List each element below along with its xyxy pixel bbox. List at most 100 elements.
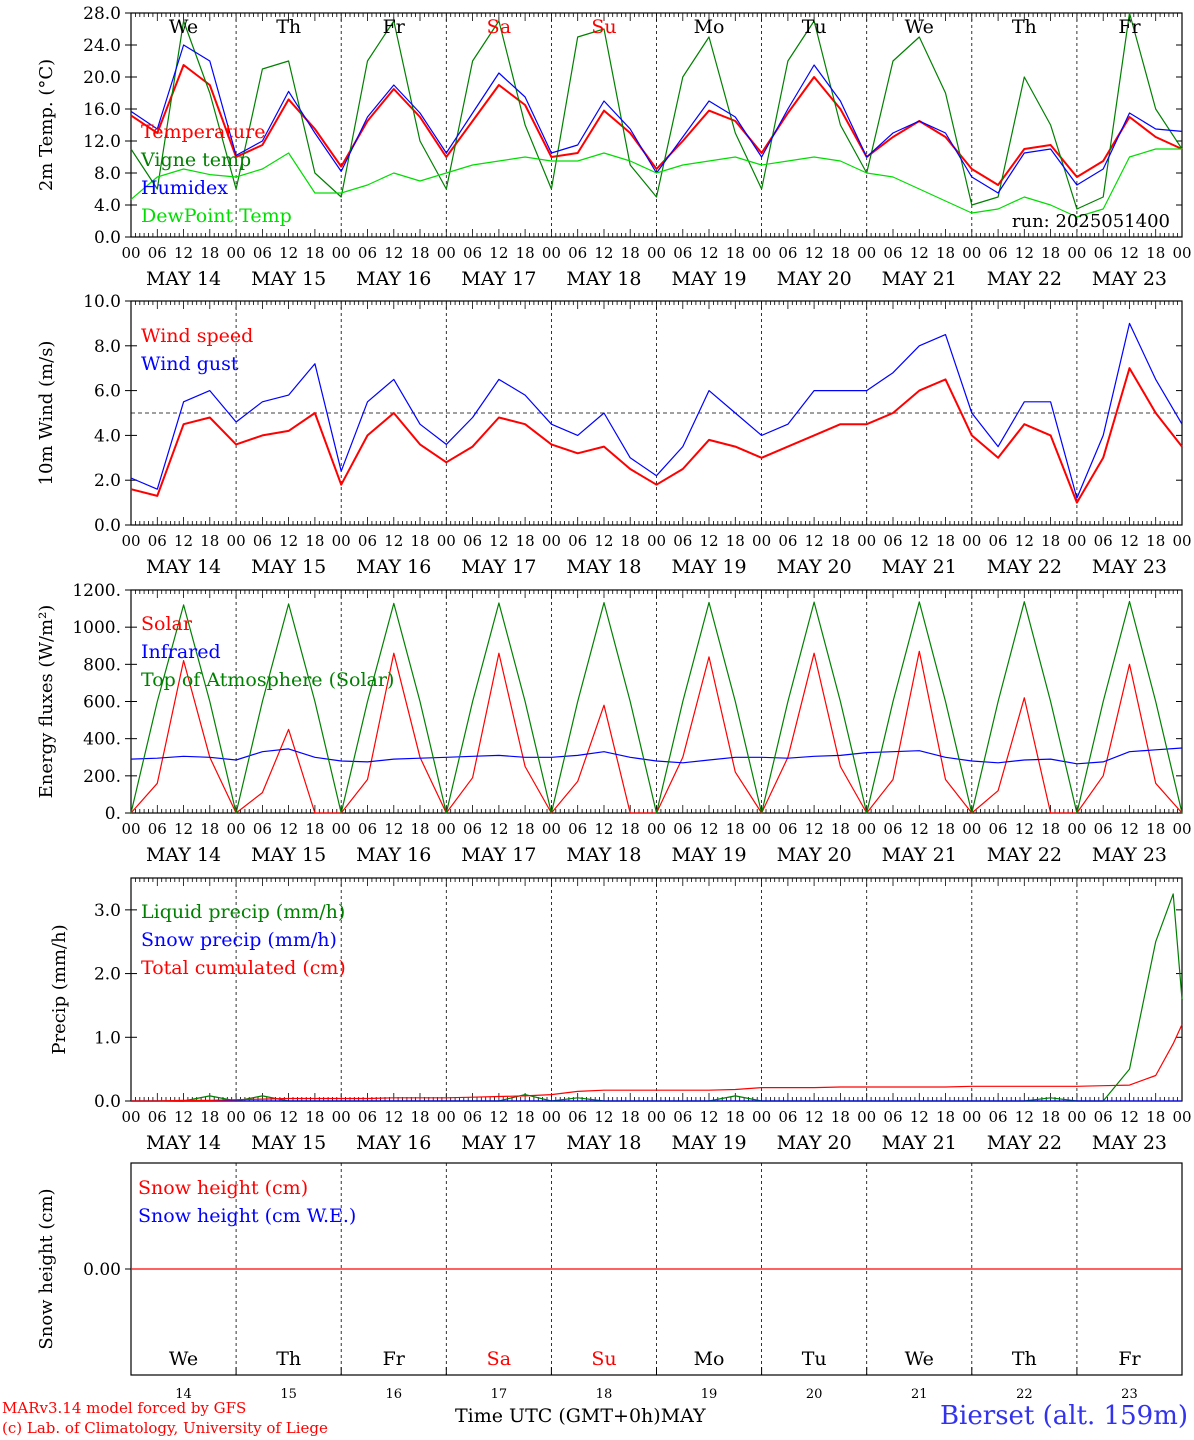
weekday-label: We (905, 16, 934, 38)
y-axis-label: 10m Wind (m/s) (36, 341, 57, 486)
hour-label: 00 (857, 1108, 876, 1126)
hour-label: 18 (410, 820, 429, 838)
hour-label: 18 (1041, 820, 1060, 838)
station-name: Bierset (alt. 159m) (939, 1401, 1188, 1431)
hour-label: 18 (516, 532, 535, 550)
day-number-label: 21 (911, 1387, 928, 1402)
hour-label: 12 (594, 1108, 613, 1126)
panel-temp: 0.0 4.0 8.0 12.0 16.0 20.0 24.0 28.0 2m Temp. (°… (36, 4, 1192, 290)
hour-label: 18 (410, 244, 429, 262)
hour-label: 06 (673, 244, 692, 262)
hour-label: 00 (542, 1108, 561, 1126)
hour-label: 00 (121, 532, 140, 550)
series-dewpoint-temp (130, 148, 1182, 218)
hour-label: 06 (148, 244, 167, 262)
hour-label: 06 (989, 1108, 1008, 1126)
hour-label: 00 (752, 820, 771, 838)
hour-label: 00 (1067, 1108, 1086, 1126)
weekday-label: We (905, 1348, 934, 1370)
hour-label: 12 (805, 244, 824, 262)
y-tick-label: 200. (83, 767, 121, 787)
date-label: MAY 18 (566, 556, 641, 578)
hour-label: 12 (910, 1108, 929, 1126)
hour-label: 06 (253, 244, 272, 262)
hour-label: 18 (1146, 820, 1165, 838)
y-axis-label: Snow height (cm) (36, 1188, 57, 1349)
y-tick-label: 12.0 (83, 132, 121, 152)
hour-label: 12 (1120, 244, 1139, 262)
hour-label: 18 (726, 1108, 745, 1126)
series-wind-gust (130, 322, 1183, 499)
hour-label: 06 (358, 244, 377, 262)
y-tick-label: 16.0 (83, 100, 121, 120)
panel-wind: 0.0 2.0 4.0 6.0 8.0 10.0 10m Wind (m/s) Wind sp… (36, 292, 1192, 578)
date-label: MAY 16 (356, 844, 431, 866)
hour-label: 00 (1172, 820, 1191, 838)
hour-label: 06 (673, 820, 692, 838)
y-tick-label: 0.00 (83, 1260, 121, 1280)
weekday-label: Th (1012, 1348, 1037, 1370)
hour-label: 00 (647, 820, 666, 838)
series-vigne-temp (130, 12, 1183, 210)
y-tick-label: 800. (83, 655, 121, 675)
y-axis-label: 2m Temp. (°C) (36, 59, 57, 191)
hour-label: 18 (831, 820, 850, 838)
series-top-of-atmosphere-solar (130, 600, 1183, 814)
day-number-label: 18 (596, 1387, 613, 1402)
y-axis-label: Precip (mm/h) (49, 924, 70, 1054)
hour-label: 18 (621, 244, 640, 262)
hour-label: 00 (437, 1108, 456, 1126)
y-axis-label: Energy fluxes (W/m²) (36, 605, 57, 799)
hour-label: 18 (305, 244, 324, 262)
hour-label: 00 (857, 532, 876, 550)
hour-label: 18 (516, 1108, 535, 1126)
date-label: MAY 23 (1092, 268, 1167, 290)
legend-entry: DewPoint Temp (141, 205, 292, 227)
hour-label: 00 (437, 244, 456, 262)
hour-label: 00 (227, 532, 246, 550)
hour-label: 18 (1146, 1108, 1165, 1126)
hour-label: 18 (831, 244, 850, 262)
weekday-label: Fr (383, 16, 406, 38)
hour-label: 18 (1041, 244, 1060, 262)
hour-label: 12 (700, 244, 719, 262)
legend-entry: Infrared (141, 641, 221, 663)
hour-label: 18 (516, 244, 535, 262)
hour-label: 00 (752, 244, 771, 262)
hour-label: 12 (1120, 820, 1139, 838)
hour-label: 00 (647, 532, 666, 550)
hour-label: 06 (778, 1108, 797, 1126)
weekday-label: We (169, 1348, 198, 1370)
hour-label: 06 (778, 820, 797, 838)
date-label: MAY 20 (777, 844, 852, 866)
hour-label: 00 (962, 244, 981, 262)
hour-label: 12 (594, 820, 613, 838)
hour-label: 00 (1172, 244, 1191, 262)
hour-label: 12 (1120, 532, 1139, 550)
hour-label: 18 (305, 1108, 324, 1126)
day-number-label: 20 (806, 1387, 823, 1402)
date-label: MAY 16 (356, 1132, 431, 1154)
hour-label: 00 (542, 820, 561, 838)
y-tick-label: 2.0 (94, 471, 121, 491)
hour-label: 00 (121, 1108, 140, 1126)
hour-label: 18 (621, 820, 640, 838)
hour-label: 00 (857, 820, 876, 838)
hour-label: 12 (279, 820, 298, 838)
hour-label: 12 (910, 820, 929, 838)
date-label: MAY 19 (671, 1132, 746, 1154)
legend-entry: Humidex (141, 177, 228, 199)
y-tick-label: 28.0 (83, 4, 121, 24)
hour-label: 06 (1094, 244, 1113, 262)
x-axis-title: Time UTC (GMT+0h)MAY (455, 1405, 706, 1427)
date-label: MAY 21 (882, 1132, 957, 1154)
plot-frame (130, 12, 1183, 238)
hour-label: 06 (883, 1108, 902, 1126)
weekday-label: Tu (802, 1348, 827, 1370)
date-label: MAY 17 (461, 556, 536, 578)
hour-label: 06 (358, 1108, 377, 1126)
hour-label: 12 (174, 532, 193, 550)
hour-label: 06 (253, 532, 272, 550)
hour-label: 06 (463, 1108, 482, 1126)
day-number-label: 22 (1016, 1387, 1033, 1402)
